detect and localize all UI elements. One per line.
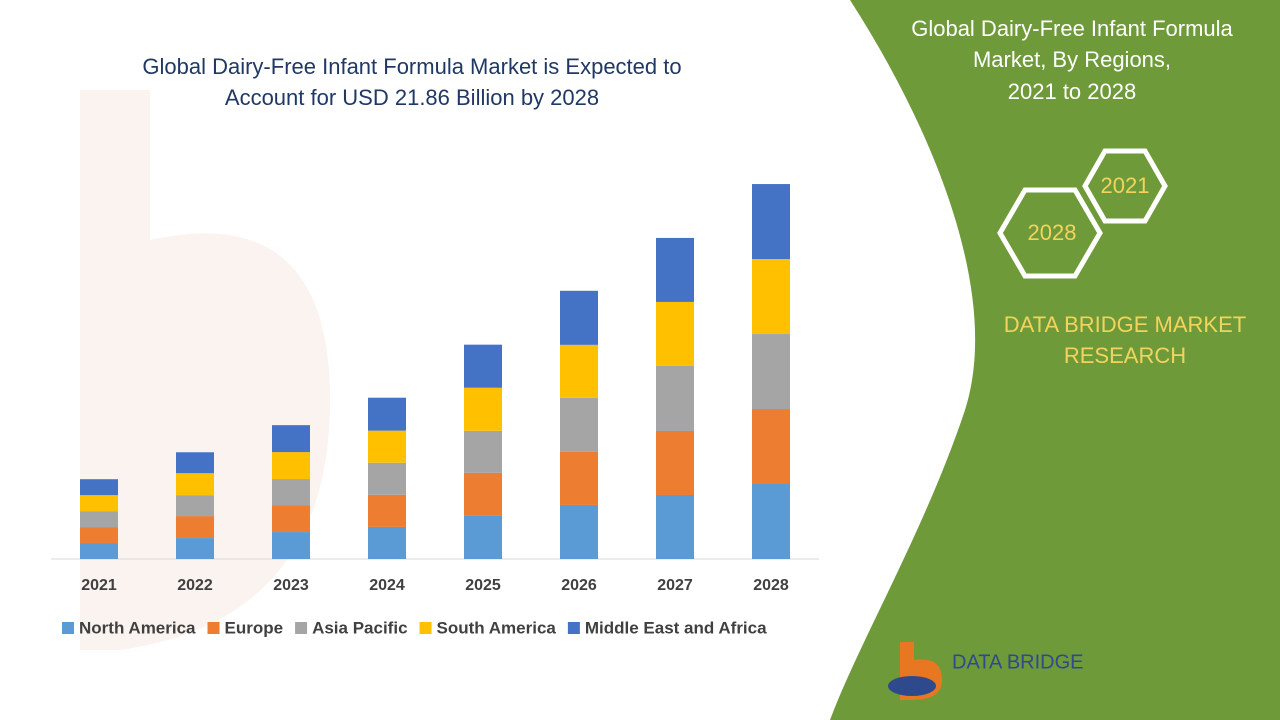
hexagon-label: 2028 xyxy=(1028,220,1077,245)
logo-mark xyxy=(888,676,936,696)
legend-swatch xyxy=(295,622,308,634)
bar-segment xyxy=(80,511,118,528)
bar-segment xyxy=(656,237,694,302)
legend-label: South America xyxy=(437,618,557,637)
bar-segment xyxy=(560,290,598,345)
bar-segment xyxy=(752,184,790,260)
x-tick-label: 2021 xyxy=(81,577,117,594)
bar-segment xyxy=(560,504,598,559)
watermark xyxy=(80,90,330,650)
chart-title: Global Dairy-Free Infant Formula Market … xyxy=(142,54,681,79)
legend-swatch xyxy=(419,622,432,634)
bar-segment xyxy=(272,425,310,453)
panel-title: Market, By Regions, xyxy=(973,47,1171,72)
side-panel xyxy=(830,0,1280,720)
bar-segment xyxy=(272,532,310,559)
x-tick-label: 2026 xyxy=(561,577,597,594)
bar-segment xyxy=(464,430,502,473)
legend-label: Middle East and Africa xyxy=(585,618,767,637)
panel-title: 2021 to 2028 xyxy=(1008,79,1136,104)
bar-segment xyxy=(80,495,118,512)
x-tick-label: 2025 xyxy=(465,577,501,594)
bar-segment xyxy=(80,479,118,496)
hexagon-label: 2021 xyxy=(1101,173,1150,198)
bar-segment xyxy=(560,344,598,398)
bar-segment xyxy=(272,452,310,480)
bar-segment xyxy=(272,479,310,506)
chart-title: Account for USD 21.86 Billion by 2028 xyxy=(225,85,599,110)
bar-segment xyxy=(80,527,118,544)
bar-segment xyxy=(272,505,310,533)
x-tick-label: 2023 xyxy=(273,577,309,594)
logo: DATA BRIDGE xyxy=(888,642,1084,700)
hexagon xyxy=(997,187,1103,279)
brand: RESEARCH xyxy=(1064,343,1186,368)
brand: DATA BRIDGE MARKET xyxy=(1004,312,1246,337)
legend-label: Asia Pacific xyxy=(312,618,407,637)
bar-segment xyxy=(752,259,790,335)
x-tick-label: 2028 xyxy=(753,577,789,594)
legend-swatch xyxy=(567,622,580,634)
bar-segment xyxy=(656,430,694,495)
bar-segment xyxy=(560,451,598,505)
bar-segment xyxy=(176,452,214,474)
bar-segment xyxy=(464,387,502,431)
bar-segment xyxy=(656,494,694,559)
x-tick-label: 2024 xyxy=(369,577,405,594)
bar-segment xyxy=(464,344,502,388)
x-tick-label: 2027 xyxy=(657,577,693,594)
bar-segment xyxy=(176,473,214,496)
bar-segment xyxy=(464,472,502,516)
bar-segment xyxy=(752,409,790,485)
bar-segment xyxy=(752,484,790,559)
bar-segment xyxy=(176,538,214,559)
bar-segment xyxy=(368,430,406,463)
legend-label: Europe xyxy=(225,618,284,637)
bar-segment xyxy=(368,494,406,527)
bar-segment xyxy=(656,365,694,431)
legend-swatch xyxy=(62,622,74,634)
bar-segment xyxy=(368,462,406,495)
bar-segment xyxy=(176,495,214,517)
legend-swatch xyxy=(207,622,220,634)
legend-label: North America xyxy=(79,618,196,637)
bar-segment xyxy=(560,397,598,452)
hexagon xyxy=(1082,148,1168,224)
bar-segment xyxy=(752,334,790,410)
bar-segment xyxy=(464,515,502,559)
x-tick-label: 2022 xyxy=(177,577,213,594)
bar-segment xyxy=(368,397,406,431)
panel-title: Global Dairy-Free Infant Formula xyxy=(911,16,1233,41)
bar-segment xyxy=(656,301,694,366)
bar-segment xyxy=(176,516,214,539)
logo-text: DATA BRIDGE xyxy=(952,651,1084,673)
bar-segment xyxy=(80,543,118,559)
bar-segment xyxy=(368,526,406,559)
